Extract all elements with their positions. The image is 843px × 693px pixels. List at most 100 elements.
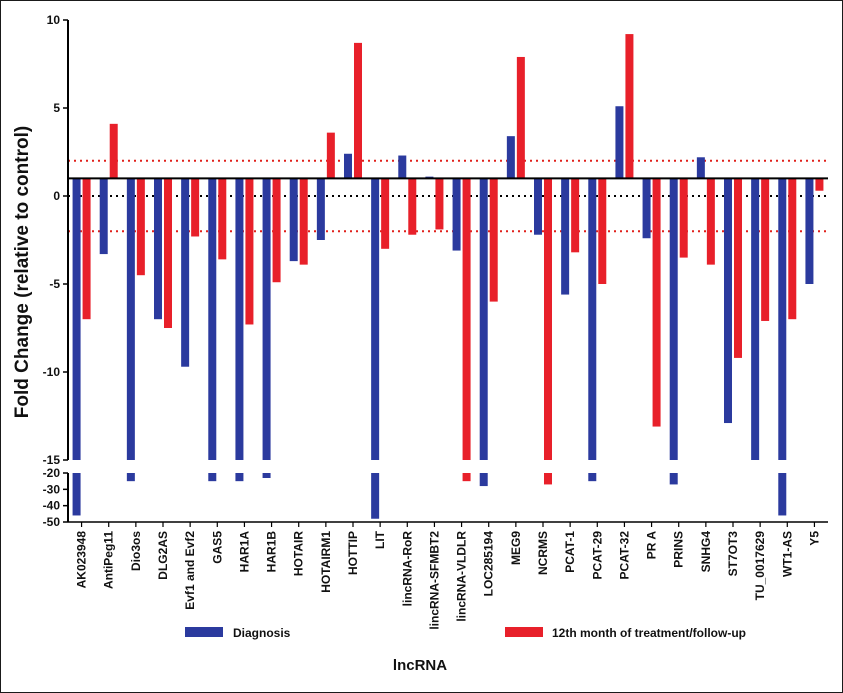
bar-diagnosis-15 — [479, 178, 488, 460]
bar-followup-24 — [734, 178, 742, 358]
bar-followup-19 — [598, 178, 607, 284]
bar-followup-22 — [679, 178, 688, 258]
bar-followup-27 — [815, 178, 824, 191]
bar-followup-21 — [652, 178, 661, 427]
bar-diagnosis-17 — [534, 178, 542, 235]
bar-diagnosis-9 — [316, 178, 325, 240]
bar-followup-4 — [191, 178, 200, 237]
x-tick-label-8: HOTAIR — [292, 531, 306, 576]
x-tick-label-19: PCAT-29 — [590, 531, 604, 580]
x-tick-label-10: HOTTIP — [346, 531, 360, 575]
bar-diagnosis-2-lower — [126, 473, 135, 482]
bar-diagnosis-0 — [72, 178, 81, 460]
bar-followup-12 — [408, 178, 417, 235]
bar-followup-10 — [354, 42, 362, 179]
bar-followup-13 — [435, 178, 444, 230]
legend-swatch-diagnosis — [185, 627, 223, 637]
bar-followup-11 — [381, 178, 390, 249]
bar-followup-26 — [788, 178, 797, 320]
x-tick-label-12: lincRNA-RoR — [400, 531, 414, 607]
x-tick-label-23: SNHG4 — [699, 531, 713, 573]
bar-diagnosis-14 — [452, 178, 461, 251]
x-tick-label-0: AK023948 — [75, 531, 89, 589]
y-axis-title: Fold Change (relative to control) — [12, 126, 33, 418]
x-tick-label-1: AntiPeg11 — [102, 531, 116, 589]
x-tick-label-26: WT1-AS — [780, 531, 794, 577]
bar-diagnosis-20 — [615, 106, 624, 179]
x-tick-label-14: lincRNA-VLDLR — [455, 531, 469, 622]
x-axis-title: lncRNA — [393, 657, 447, 674]
bar-diagnosis-4 — [181, 178, 190, 367]
bar-followup-8 — [299, 178, 308, 265]
bar-followup-16 — [516, 56, 525, 179]
bar-diagnosis-10 — [344, 153, 352, 179]
bar-diagnosis-2 — [126, 178, 135, 460]
bar-followup-3 — [164, 178, 172, 328]
bar-followup-18 — [571, 178, 580, 253]
y-tick-label-lower-2: -40 — [43, 499, 61, 513]
bar-diagnosis-19-lower — [588, 473, 597, 482]
bar-diagnosis-25 — [751, 178, 760, 460]
bar-diagnosis-22 — [669, 178, 678, 460]
x-tick-label-7: HAR1B — [265, 531, 279, 573]
bar-diagnosis-1 — [99, 178, 108, 255]
x-tick-label-13: lincRNA-SFMBT2 — [427, 531, 441, 630]
x-tick-label-2: Dio3os — [129, 531, 143, 571]
y-tick-label-lower-0: -20 — [43, 466, 61, 480]
bar-followup-14-lower — [462, 473, 471, 482]
bar-followup-14 — [462, 178, 471, 460]
x-tick-label-22: PRINS — [672, 531, 686, 568]
bar-followup-25 — [761, 178, 770, 321]
x-tick-label-9: HOTAIRM1 — [319, 531, 333, 593]
bar-diagnosis-3 — [154, 178, 162, 320]
bar-followup-6 — [245, 178, 254, 325]
bar-diagnosis-12 — [398, 155, 407, 179]
x-tick-label-25: TU_0017629 — [753, 531, 767, 601]
legend: Diagnosis 12th month of treatment/follow… — [185, 626, 746, 640]
y-tick-label-lower-1: -30 — [43, 482, 61, 496]
x-tick-label-18: PCAT-1 — [563, 531, 577, 573]
bars-group — [72, 34, 824, 519]
x-tick-labels: AK023948 AntiPeg11 Dio3os DLG2AS Evf1 and Ev… — [75, 530, 822, 629]
x-tick-label-24: ST7OT3 — [726, 531, 740, 577]
bar-diagnosis-23 — [696, 157, 705, 179]
bar-diagnosis-24 — [724, 178, 732, 424]
bar-diagnosis-5-lower — [208, 473, 217, 482]
bar-diagnosis-6 — [235, 178, 244, 460]
bar-followup-0 — [82, 178, 91, 320]
bar-diagnosis-21 — [642, 178, 651, 239]
bar-followup-1 — [109, 123, 118, 179]
x-tick-label-27: Y5 — [807, 531, 821, 546]
x-tick-label-16: MEG9 — [509, 531, 523, 565]
bar-followup-20 — [625, 34, 634, 179]
bar-diagnosis-6-lower — [235, 473, 244, 482]
bar-followup-9 — [326, 132, 335, 179]
bar-diagnosis-27 — [805, 178, 814, 284]
y-tick-labels: 10 5 0 -5 -10 -15-20 -30 -40 -50 — [43, 13, 61, 529]
x-tick-label-6: HAR1A — [237, 531, 251, 573]
bar-diagnosis-8 — [289, 178, 298, 262]
bar-diagnosis-5 — [208, 178, 217, 460]
bar-followup-17-lower — [544, 473, 552, 485]
x-tick-label-20: PCAT-32 — [617, 531, 631, 580]
legend-label-diagnosis: Diagnosis — [233, 626, 291, 640]
bar-diagnosis-16 — [506, 136, 515, 179]
x-tick-label-4: Evf1 and Evf2 — [183, 531, 197, 610]
bar-diagnosis-15-lower — [479, 473, 488, 487]
y-tick-label-upper-2: 0 — [53, 189, 60, 203]
y-tick-label-upper-3: -5 — [49, 277, 60, 291]
y-tick-label-upper-4: -10 — [43, 365, 61, 379]
axes-group — [63, 19, 828, 527]
bar-diagnosis-22-lower — [669, 473, 678, 485]
bar-followup-23 — [706, 178, 715, 265]
y-tick-label-upper-5: -15 — [43, 453, 61, 467]
bar-diagnosis-26 — [778, 178, 787, 460]
x-tick-label-11: LIT — [373, 530, 387, 549]
y-tick-label-upper-1: 5 — [53, 101, 60, 115]
bar-followup-15 — [489, 178, 498, 302]
bar-diagnosis-7 — [262, 178, 271, 460]
legend-swatch-12th-month — [505, 627, 543, 637]
x-tick-label-17: NCRMS — [536, 531, 550, 575]
bar-diagnosis-18 — [561, 178, 570, 295]
bar-followup-2 — [136, 178, 145, 276]
